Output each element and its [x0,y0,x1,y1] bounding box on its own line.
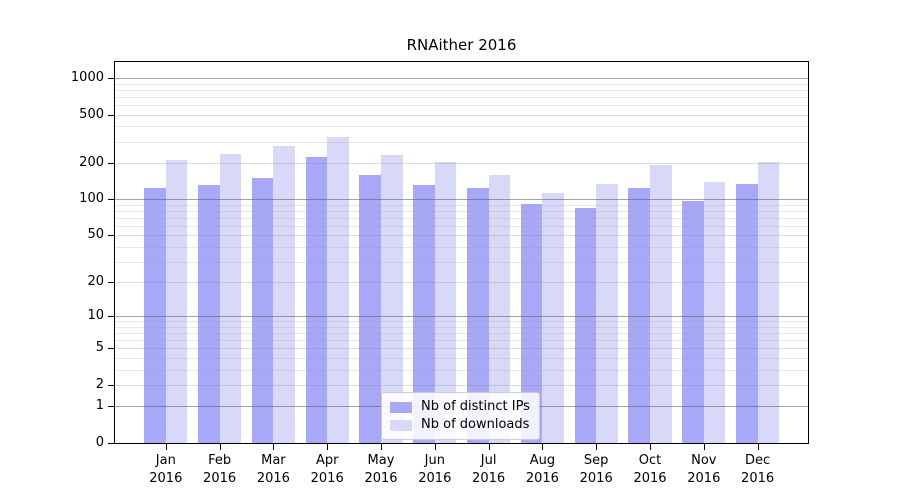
bar-nb-of-distinct-ips-nov [682,200,704,443]
y-tick-label-0: 0 [95,435,104,450]
y-tick-500 [108,114,114,116]
y-tick-5 [108,348,114,350]
y-tick-200 [108,162,114,164]
legend: Nb of distinct IPs Nb of downloads [381,392,540,440]
bar-nb-of-distinct-ips-feb [197,185,220,443]
x-tick-1 [165,444,167,450]
x-tick-4 [327,444,329,450]
y-tick-20 [108,282,114,284]
x-tick-8 [542,444,544,450]
bar-nb-of-distinct-ips-oct [628,187,650,443]
bar-nb-of-distinct-ips-sep [574,207,597,443]
x-tick-11 [703,444,705,450]
bar-nb-of-downloads-mar [273,146,296,443]
x-tick-label-8: Aug 2016 [525,453,559,486]
y-tick-2 [108,385,114,386]
y-tick-1 [108,406,114,408]
x-tick-2 [219,444,221,450]
y-tick-label-100: 100 [79,191,104,207]
bar-nb-of-downloads-apr [327,136,349,443]
y-tick-label-2: 2 [95,377,104,392]
x-tick-10 [650,444,651,450]
bar-nb-of-downloads-jan [165,160,188,443]
y-tick-label-1: 1 [95,398,104,414]
x-tick-3 [273,444,275,450]
x-tick-label-7: Jul 2016 [472,453,506,486]
bar-nb-of-distinct-ips-jun [413,185,435,443]
bar-nb-of-downloads-jun [434,161,457,443]
legend-swatch-2 [390,419,412,431]
bar-nb-of-downloads-may [381,155,403,443]
bar-nb-of-distinct-ips-jan [144,187,166,443]
bar-nb-of-downloads-jul [488,174,511,443]
bar-nb-of-downloads-nov [703,181,726,443]
legend-label-2: Nb of downloads [421,417,530,432]
legend-item-1: Nb of distinct IPs [390,398,530,416]
y-tick-label-10: 10 [87,308,104,324]
bar-nb-of-distinct-ips-mar [251,177,274,443]
x-tick-label-9: Sep 2016 [579,453,613,486]
y-tick-label-200: 200 [79,154,104,170]
x-tick-label-4: Apr 2016 [310,453,344,486]
x-tick-7 [488,444,490,450]
bar-nb-of-distinct-ips-apr [305,156,328,443]
bar-nb-of-downloads-oct [650,165,672,443]
x-tick-label-5: May 2016 [364,453,398,486]
x-tick-label-1: Jan 2016 [149,453,183,486]
x-tick-5 [381,444,382,450]
legend-item-2: Nb of downloads [390,416,530,434]
legend-label-1: Nb of distinct IPs [421,399,530,414]
bars-layer [115,62,808,443]
x-tick-label-10: Oct 2016 [633,453,667,486]
bar-nb-of-distinct-ips-dec [735,183,758,443]
y-tick-0 [108,443,114,444]
y-tick-label-20: 20 [87,274,104,290]
x-tick-label-3: Mar 2016 [256,453,290,486]
x-tick-12 [757,444,759,450]
x-tick-label-12: Dec 2016 [741,453,775,486]
y-tick-50 [108,235,114,237]
bar-nb-of-distinct-ips-may [359,174,381,443]
bar-nb-of-distinct-ips-jul [466,188,489,443]
y-tick-1000 [108,78,114,79]
y-tick-label-5: 5 [95,340,104,356]
y-tick-label-1000: 1000 [70,70,104,85]
bar-nb-of-downloads-feb [219,153,242,443]
y-tick-10 [108,316,114,318]
y-tick-100 [108,199,114,201]
x-tick-9 [596,444,598,450]
y-tick-label-50: 50 [87,227,104,243]
x-tick-label-11: Nov 2016 [687,453,721,486]
y-tick-label-500: 500 [79,106,104,122]
bar-nb-of-downloads-dec [757,162,780,443]
bar-nb-of-distinct-ips-aug [520,203,543,443]
x-tick-label-6: Jun 2016 [418,453,452,486]
bar-nb-of-downloads-sep [596,184,618,443]
plot-area: Nb of distinct IPs Nb of downloads [114,61,809,444]
chart-title: RNAither 2016 [406,36,517,54]
x-tick-label-2: Feb 2016 [203,453,237,486]
legend-swatch-1 [390,401,412,413]
bar-nb-of-downloads-aug [542,193,565,443]
x-tick-6 [434,444,436,450]
